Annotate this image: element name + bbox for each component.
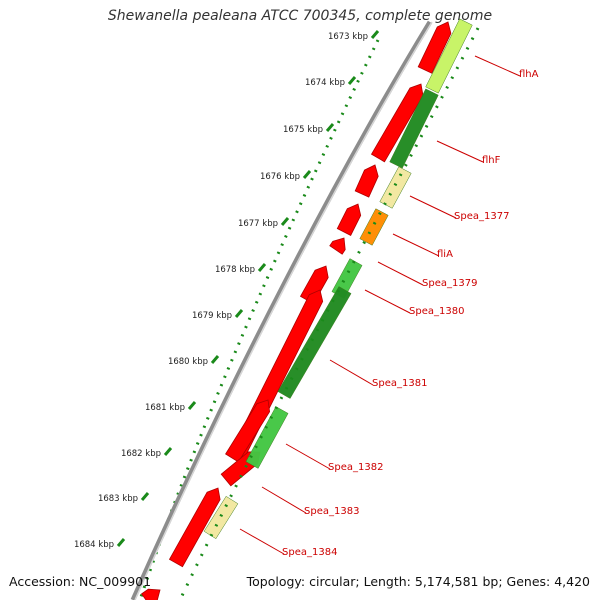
reverse-gene-bar: [389, 88, 439, 169]
gene-label: Spea_1380: [409, 306, 464, 317]
gene-label: flhF: [482, 155, 501, 166]
scale-tick-label: 1682 kbp: [121, 449, 161, 459]
scale-tick: [187, 401, 197, 410]
scale-tick-label: 1674 kbp: [305, 78, 345, 88]
forward-gene-arrow: [336, 203, 362, 236]
gene-label: Spea_1381: [372, 378, 427, 389]
scale-tick: [347, 76, 357, 85]
scale-tick-label: 1681 kbp: [145, 403, 185, 413]
forward-gene-arrow: [417, 21, 452, 74]
gene-label: Spea_1383: [304, 506, 359, 517]
forward-strand-genes: [141, 21, 452, 600]
scale-tick: [280, 217, 290, 226]
genome-summary: Topology: circular; Length: 5,174,581 bp…: [246, 574, 590, 589]
map-title: Shewanella pealeana ATCC 700345, complet…: [107, 8, 493, 24]
gene-label: Spea_1382: [328, 462, 383, 473]
forward-gene-arrow: [141, 588, 161, 600]
scale-tick-label: 1677 kbp: [238, 219, 278, 229]
reverse-strand-genes: [178, 18, 480, 600]
gene-label-layer: flhA flhF Spea_1377 fliA Spea_1379 Spea_1380 S…: [239, 55, 539, 558]
scale-tick: [370, 30, 380, 39]
reverse-gene-bar: [245, 406, 289, 469]
gene-label-leader: [474, 55, 521, 77]
scale-tick: [163, 447, 173, 456]
gene-label: fliA: [437, 249, 453, 260]
reverse-gene-bar: [379, 166, 412, 209]
scale-tick-label: 1679 kbp: [192, 311, 232, 321]
gene-label-leader: [329, 359, 374, 386]
gene-label-leader: [392, 233, 440, 257]
forward-gene-arrow: [370, 83, 424, 163]
gene-label-leader: [285, 443, 331, 470]
scale-tick-label: 1675 kbp: [283, 125, 323, 135]
reverse-gene-bar: [203, 495, 239, 540]
scale-layer: 1673 kbp 1674 kbp 1675 kbp 1676 kbp 1677 kbp…: [74, 30, 380, 600]
forward-gene-arrow: [329, 237, 346, 255]
scale-tick-label: 1673 kbp: [328, 32, 368, 42]
gene-label: Spea_1379: [422, 278, 477, 289]
forward-gene-arrow: [225, 399, 271, 463]
gene-label-leader: [364, 289, 411, 314]
gene-label-leader: [377, 261, 424, 286]
reverse-gene-bar: [359, 208, 389, 246]
scale-tick: [234, 309, 244, 318]
gene-label-leader: [436, 140, 484, 163]
accession-label: Accession: NC_009901: [9, 574, 152, 589]
scale-tick-label: 1683 kbp: [98, 494, 138, 504]
gene-label-leader: [261, 486, 307, 514]
forward-gene-arrow: [299, 265, 329, 305]
scale-tick-label: 1678 kbp: [215, 265, 255, 275]
reverse-gene-bar: [425, 18, 473, 94]
scale-tick: [302, 170, 312, 179]
scale-tick: [210, 355, 220, 364]
forward-gene-arrow: [354, 164, 379, 198]
scale-tick-label: 1684 kbp: [74, 540, 114, 550]
gene-label: Spea_1377: [454, 211, 509, 222]
gene-label: flhA: [519, 69, 539, 80]
gene-label-leader: [239, 528, 285, 555]
backbone-layer: [130, 20, 433, 600]
backbone-highlight: [134, 21, 433, 600]
scale-tick: [325, 123, 335, 132]
scale-tick: [116, 538, 126, 547]
gene-label-leader: [409, 195, 457, 219]
scale-tick: [140, 492, 150, 501]
forward-gene-arrow: [168, 487, 221, 568]
gene-label: Spea_1384: [282, 547, 337, 558]
scale-tick-label: 1680 kbp: [168, 357, 208, 367]
reverse-gene-bar: [277, 286, 352, 399]
scale-tick-label: 1676 kbp: [260, 172, 300, 182]
backbone-ring: [130, 20, 433, 600]
scale-tick: [257, 263, 267, 272]
